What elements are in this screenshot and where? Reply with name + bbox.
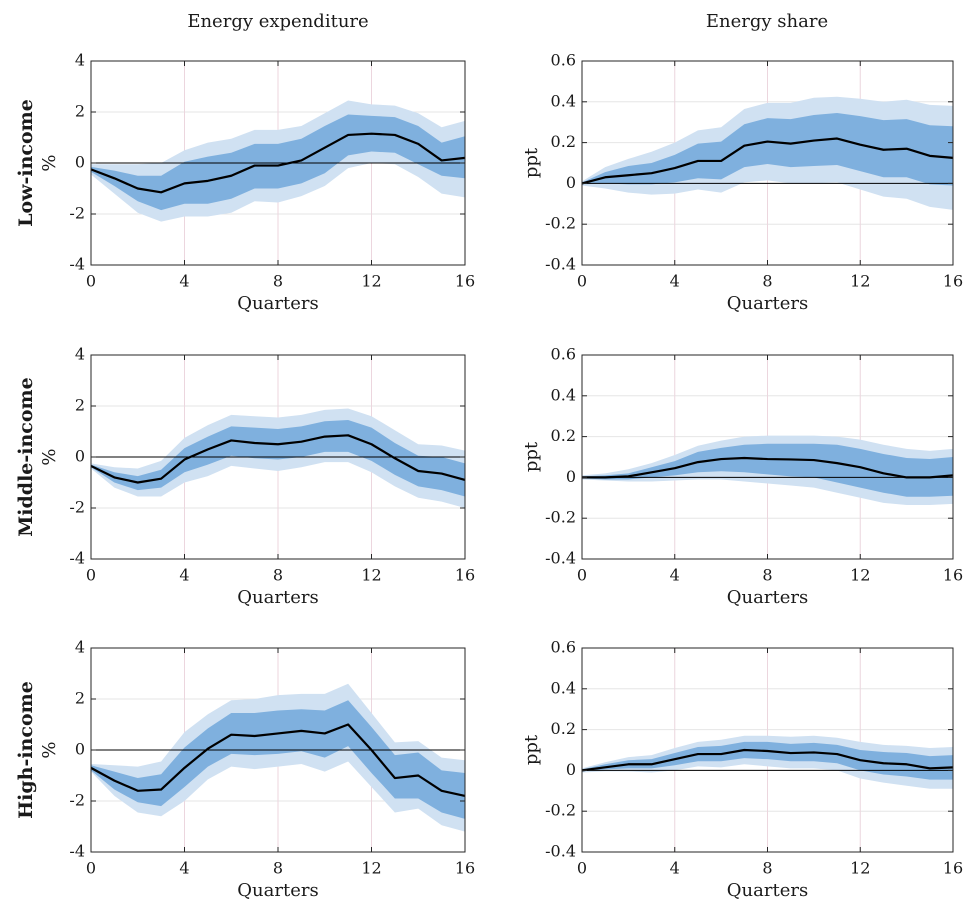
confidence-band-inner bbox=[582, 443, 953, 497]
y-tick-label: 2 bbox=[75, 689, 85, 708]
x-tick-label: 16 bbox=[455, 859, 475, 878]
y-tick-label: -2 bbox=[69, 791, 85, 810]
y-tick-label: 2 bbox=[75, 102, 85, 121]
chart-low-income-energy-expenditure: -4 -2 0 2 4 0 4 8 12 16 Quarters% bbox=[39, 51, 475, 315]
x-tick-label: 4 bbox=[670, 566, 680, 585]
y-tick-label: -0.4 bbox=[545, 549, 576, 568]
x-axis-label: Quarters bbox=[727, 880, 808, 901]
x-axis-label: Quarters bbox=[237, 293, 318, 314]
x-tick-label: 4 bbox=[179, 272, 189, 291]
x-tick-label: 4 bbox=[670, 859, 680, 878]
confidence-band-inner bbox=[91, 114, 465, 211]
y-tick-label: 4 bbox=[75, 638, 85, 657]
x-tick-label: 12 bbox=[361, 272, 381, 291]
y-axis-label: % bbox=[39, 448, 60, 465]
y-tick-label: 0 bbox=[75, 447, 85, 466]
x-tick-label: 0 bbox=[577, 566, 587, 585]
y-tick-label: 0 bbox=[566, 467, 576, 486]
y-tick-label: 0.2 bbox=[551, 132, 576, 151]
confidence-band-outer bbox=[91, 683, 465, 832]
column-title-energy-expenditure: Energy expenditure bbox=[187, 11, 368, 32]
y-tick-label: 4 bbox=[75, 51, 85, 70]
y-axis-label: % bbox=[39, 154, 60, 171]
confidence-band-inner bbox=[91, 700, 465, 819]
y-tick-label: 0 bbox=[566, 173, 576, 192]
chart-middle-income-energy-share: -0.4 -0.2 0 0.2 0.4 0.6 0 4 8 12 16 Quarters ppt bbox=[521, 345, 963, 609]
x-tick-label: 8 bbox=[762, 566, 772, 585]
confidence-band-outer bbox=[582, 735, 953, 789]
chart-middle-income-energy-expenditure: -4 -2 0 2 4 0 4 8 12 16 Quarters% bbox=[39, 345, 475, 609]
x-tick-label: 8 bbox=[273, 272, 283, 291]
y-tick-label: -0.4 bbox=[545, 842, 576, 861]
x-tick-label: 0 bbox=[86, 272, 96, 291]
x-tick-label: 16 bbox=[455, 272, 475, 291]
x-tick-label: 12 bbox=[850, 272, 870, 291]
y-tick-label: -2 bbox=[69, 498, 85, 517]
x-tick-label: 8 bbox=[762, 859, 772, 878]
median-response-line bbox=[90, 132, 466, 194]
x-tick-label: 16 bbox=[943, 272, 963, 291]
y-tick-label: -0.2 bbox=[545, 801, 576, 820]
x-tick-label: 8 bbox=[273, 859, 283, 878]
x-tick-label: 16 bbox=[943, 859, 963, 878]
median-response-line bbox=[582, 456, 954, 479]
x-tick-label: 16 bbox=[943, 566, 963, 585]
y-tick-label: 0.4 bbox=[551, 91, 576, 110]
x-tick-label: 12 bbox=[361, 566, 381, 585]
y-tick-label: 0.6 bbox=[551, 345, 576, 364]
x-tick-label: 4 bbox=[179, 566, 189, 585]
row-label-low-income: Low-income bbox=[15, 99, 37, 227]
x-axis-label: Quarters bbox=[727, 587, 808, 608]
y-tick-label: 0.2 bbox=[551, 719, 576, 738]
y-tick-label: -0.2 bbox=[545, 214, 576, 233]
x-tick-label: 0 bbox=[577, 859, 587, 878]
y-axis-label: ppt bbox=[521, 147, 542, 178]
x-tick-label: 8 bbox=[273, 566, 283, 585]
x-tick-label: 8 bbox=[762, 272, 772, 291]
x-axis-label: Quarters bbox=[237, 587, 318, 608]
x-tick-label: 12 bbox=[850, 566, 870, 585]
y-tick-label: 0.2 bbox=[551, 426, 576, 445]
y-tick-label: 0 bbox=[566, 760, 576, 779]
y-tick-label: 4 bbox=[75, 345, 85, 364]
y-tick-label: -0.4 bbox=[545, 255, 576, 274]
column-title-energy-share: Energy share bbox=[706, 11, 828, 32]
y-tick-label: 0.4 bbox=[551, 678, 576, 697]
y-tick-label: 0 bbox=[75, 153, 85, 172]
chart-low-income-energy-share: -0.4 -0.2 0 0.2 0.4 0.6 0 4 8 12 16 Quarters ppt bbox=[521, 51, 963, 315]
y-tick-label: -0.2 bbox=[545, 508, 576, 527]
median-response-line bbox=[581, 137, 954, 185]
x-tick-label: 12 bbox=[361, 859, 381, 878]
confidence-band-inner bbox=[91, 420, 465, 497]
y-tick-label: -2 bbox=[69, 204, 85, 223]
x-tick-label: 4 bbox=[179, 859, 189, 878]
x-tick-label: 4 bbox=[670, 272, 680, 291]
x-axis-label: Quarters bbox=[727, 293, 808, 314]
y-tick-label: 0.6 bbox=[551, 51, 576, 70]
y-tick-label: -4 bbox=[69, 842, 85, 861]
y-tick-label: -4 bbox=[69, 255, 85, 274]
y-tick-label: 0.6 bbox=[551, 638, 576, 657]
x-tick-label: 12 bbox=[850, 859, 870, 878]
median-response-line bbox=[90, 723, 466, 797]
row-label-middle-income: Middle-income bbox=[15, 377, 37, 536]
y-tick-label: -4 bbox=[69, 549, 85, 568]
x-tick-label: 0 bbox=[577, 272, 587, 291]
x-axis-label: Quarters bbox=[237, 880, 318, 901]
median-response-line bbox=[581, 748, 954, 772]
chart-high-income-energy-share: -0.4 -0.2 0 0.2 0.4 0.6 0 4 8 12 16 Quarters ppt bbox=[521, 638, 963, 902]
chart-high-income-energy-expenditure: -4 -2 0 2 4 0 4 8 12 16 Quarters% bbox=[39, 638, 475, 902]
y-axis-label: % bbox=[39, 741, 60, 758]
x-tick-label: 0 bbox=[86, 859, 96, 878]
y-tick-label: 2 bbox=[75, 396, 85, 415]
y-tick-label: 0.4 bbox=[551, 385, 576, 404]
row-label-high-income: High-income bbox=[15, 681, 37, 819]
y-tick-label: 0 bbox=[75, 740, 85, 759]
y-axis-label: ppt bbox=[521, 734, 542, 765]
x-tick-label: 16 bbox=[455, 566, 475, 585]
x-tick-label: 0 bbox=[86, 566, 96, 585]
y-axis-label: ppt bbox=[521, 441, 542, 472]
median-response-line bbox=[90, 434, 466, 484]
